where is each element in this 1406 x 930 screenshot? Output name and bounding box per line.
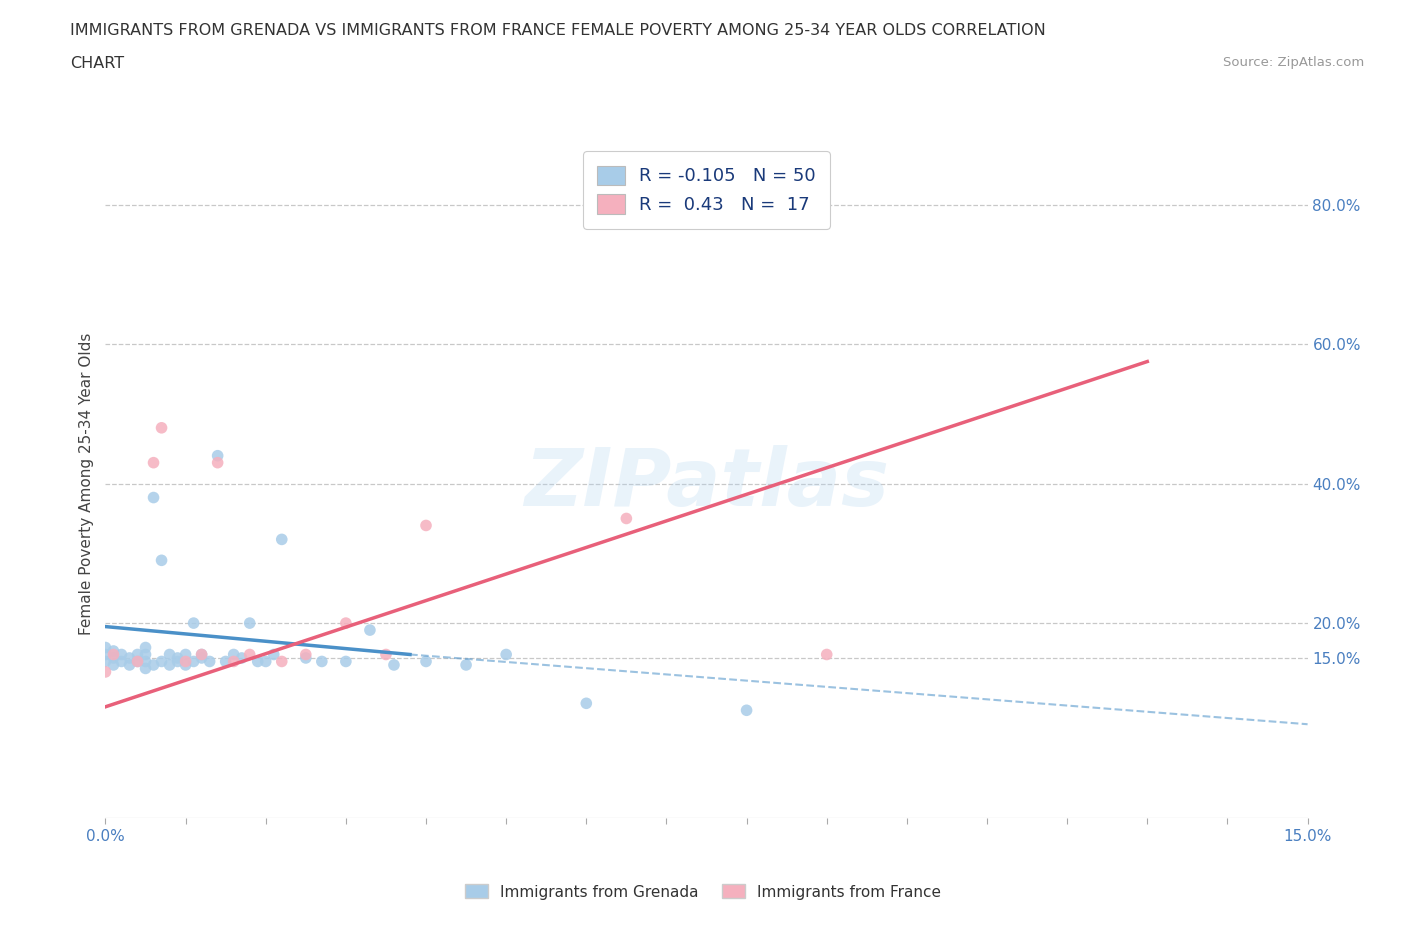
Point xyxy=(190,647,212,662)
Point xyxy=(142,490,165,505)
Point xyxy=(735,703,758,718)
Point xyxy=(270,654,292,669)
Point xyxy=(222,647,245,662)
Point xyxy=(127,654,149,669)
Point xyxy=(103,658,125,672)
Point xyxy=(222,654,245,669)
Point xyxy=(110,647,132,662)
Point xyxy=(616,512,638,526)
Point xyxy=(198,654,221,669)
Point xyxy=(118,658,141,672)
Point xyxy=(159,647,181,662)
Legend: Immigrants from Grenada, Immigrants from France: Immigrants from Grenada, Immigrants from… xyxy=(458,878,948,906)
Point xyxy=(246,654,269,669)
Point xyxy=(183,616,205,631)
Point xyxy=(239,647,262,662)
Point xyxy=(495,647,517,662)
Point xyxy=(270,532,292,547)
Point xyxy=(415,654,437,669)
Point xyxy=(150,553,173,568)
Point xyxy=(295,647,318,662)
Point xyxy=(214,654,236,669)
Point xyxy=(103,651,125,666)
Text: IMMIGRANTS FROM GRENADA VS IMMIGRANTS FROM FRANCE FEMALE POVERTY AMONG 25-34 YEA: IMMIGRANTS FROM GRENADA VS IMMIGRANTS FR… xyxy=(70,23,1046,38)
Point xyxy=(94,665,117,680)
Point xyxy=(142,456,165,471)
Point xyxy=(142,658,165,672)
Point xyxy=(295,651,318,666)
Point xyxy=(815,647,838,662)
Point xyxy=(135,661,157,676)
Point xyxy=(374,647,398,662)
Point xyxy=(94,640,117,655)
Point xyxy=(110,654,132,669)
Point xyxy=(183,654,205,669)
Point xyxy=(150,654,173,669)
Point xyxy=(135,640,157,655)
Text: CHART: CHART xyxy=(70,56,124,71)
Point xyxy=(174,647,197,662)
Point xyxy=(94,654,117,669)
Point xyxy=(335,654,357,669)
Point xyxy=(359,623,381,638)
Point xyxy=(454,658,477,672)
Point xyxy=(335,616,357,631)
Point xyxy=(135,647,157,662)
Point xyxy=(174,654,197,669)
Point xyxy=(166,651,188,666)
Point xyxy=(159,658,181,672)
Y-axis label: Female Poverty Among 25-34 Year Olds: Female Poverty Among 25-34 Year Olds xyxy=(79,332,94,635)
Point xyxy=(103,644,125,658)
Point xyxy=(263,647,285,662)
Point xyxy=(174,658,197,672)
Point xyxy=(311,654,333,669)
Point xyxy=(190,647,212,662)
Point xyxy=(231,651,253,666)
Text: ZIPatlas: ZIPatlas xyxy=(524,445,889,523)
Point xyxy=(135,654,157,669)
Point xyxy=(94,647,117,662)
Point xyxy=(207,456,229,471)
Point xyxy=(118,651,141,666)
Point xyxy=(127,654,149,669)
Point xyxy=(103,647,125,662)
Point xyxy=(207,448,229,463)
Legend: R = -0.105   N = 50, R =  0.43   N =  17: R = -0.105 N = 50, R = 0.43 N = 17 xyxy=(583,152,830,229)
Point xyxy=(150,420,173,435)
Point xyxy=(382,658,405,672)
Point xyxy=(575,696,598,711)
Point xyxy=(166,654,188,669)
Text: Source: ZipAtlas.com: Source: ZipAtlas.com xyxy=(1223,56,1364,69)
Point xyxy=(127,647,149,662)
Point xyxy=(190,651,212,666)
Point xyxy=(415,518,437,533)
Point xyxy=(254,654,277,669)
Point xyxy=(239,616,262,631)
